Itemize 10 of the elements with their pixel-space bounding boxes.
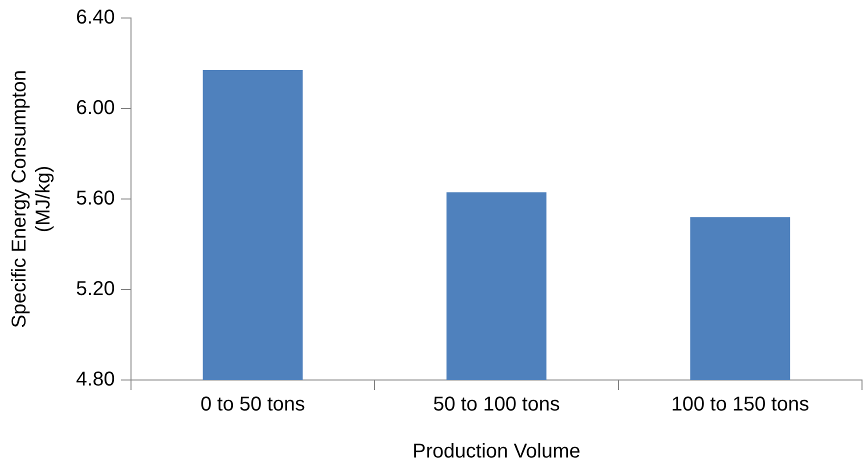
y-tick-label: 5.20 [76, 278, 115, 300]
x-tick-label: 50 to 100 tons [433, 394, 560, 416]
y-tick-label: 6.00 [76, 97, 115, 120]
y-tick-label: 6.40 [76, 6, 115, 29]
x-tick-label: 100 to 150 tons [671, 394, 810, 416]
x-axis-title: Production Volume [412, 440, 580, 463]
y-axis-title: Specific Energy Consumpton (MJ/kg) [8, 70, 55, 328]
y-tick-label: 5.60 [76, 188, 115, 210]
x-tick-label: 0 to 50 tons [200, 394, 306, 416]
y-tick-label: 4.80 [76, 368, 115, 391]
